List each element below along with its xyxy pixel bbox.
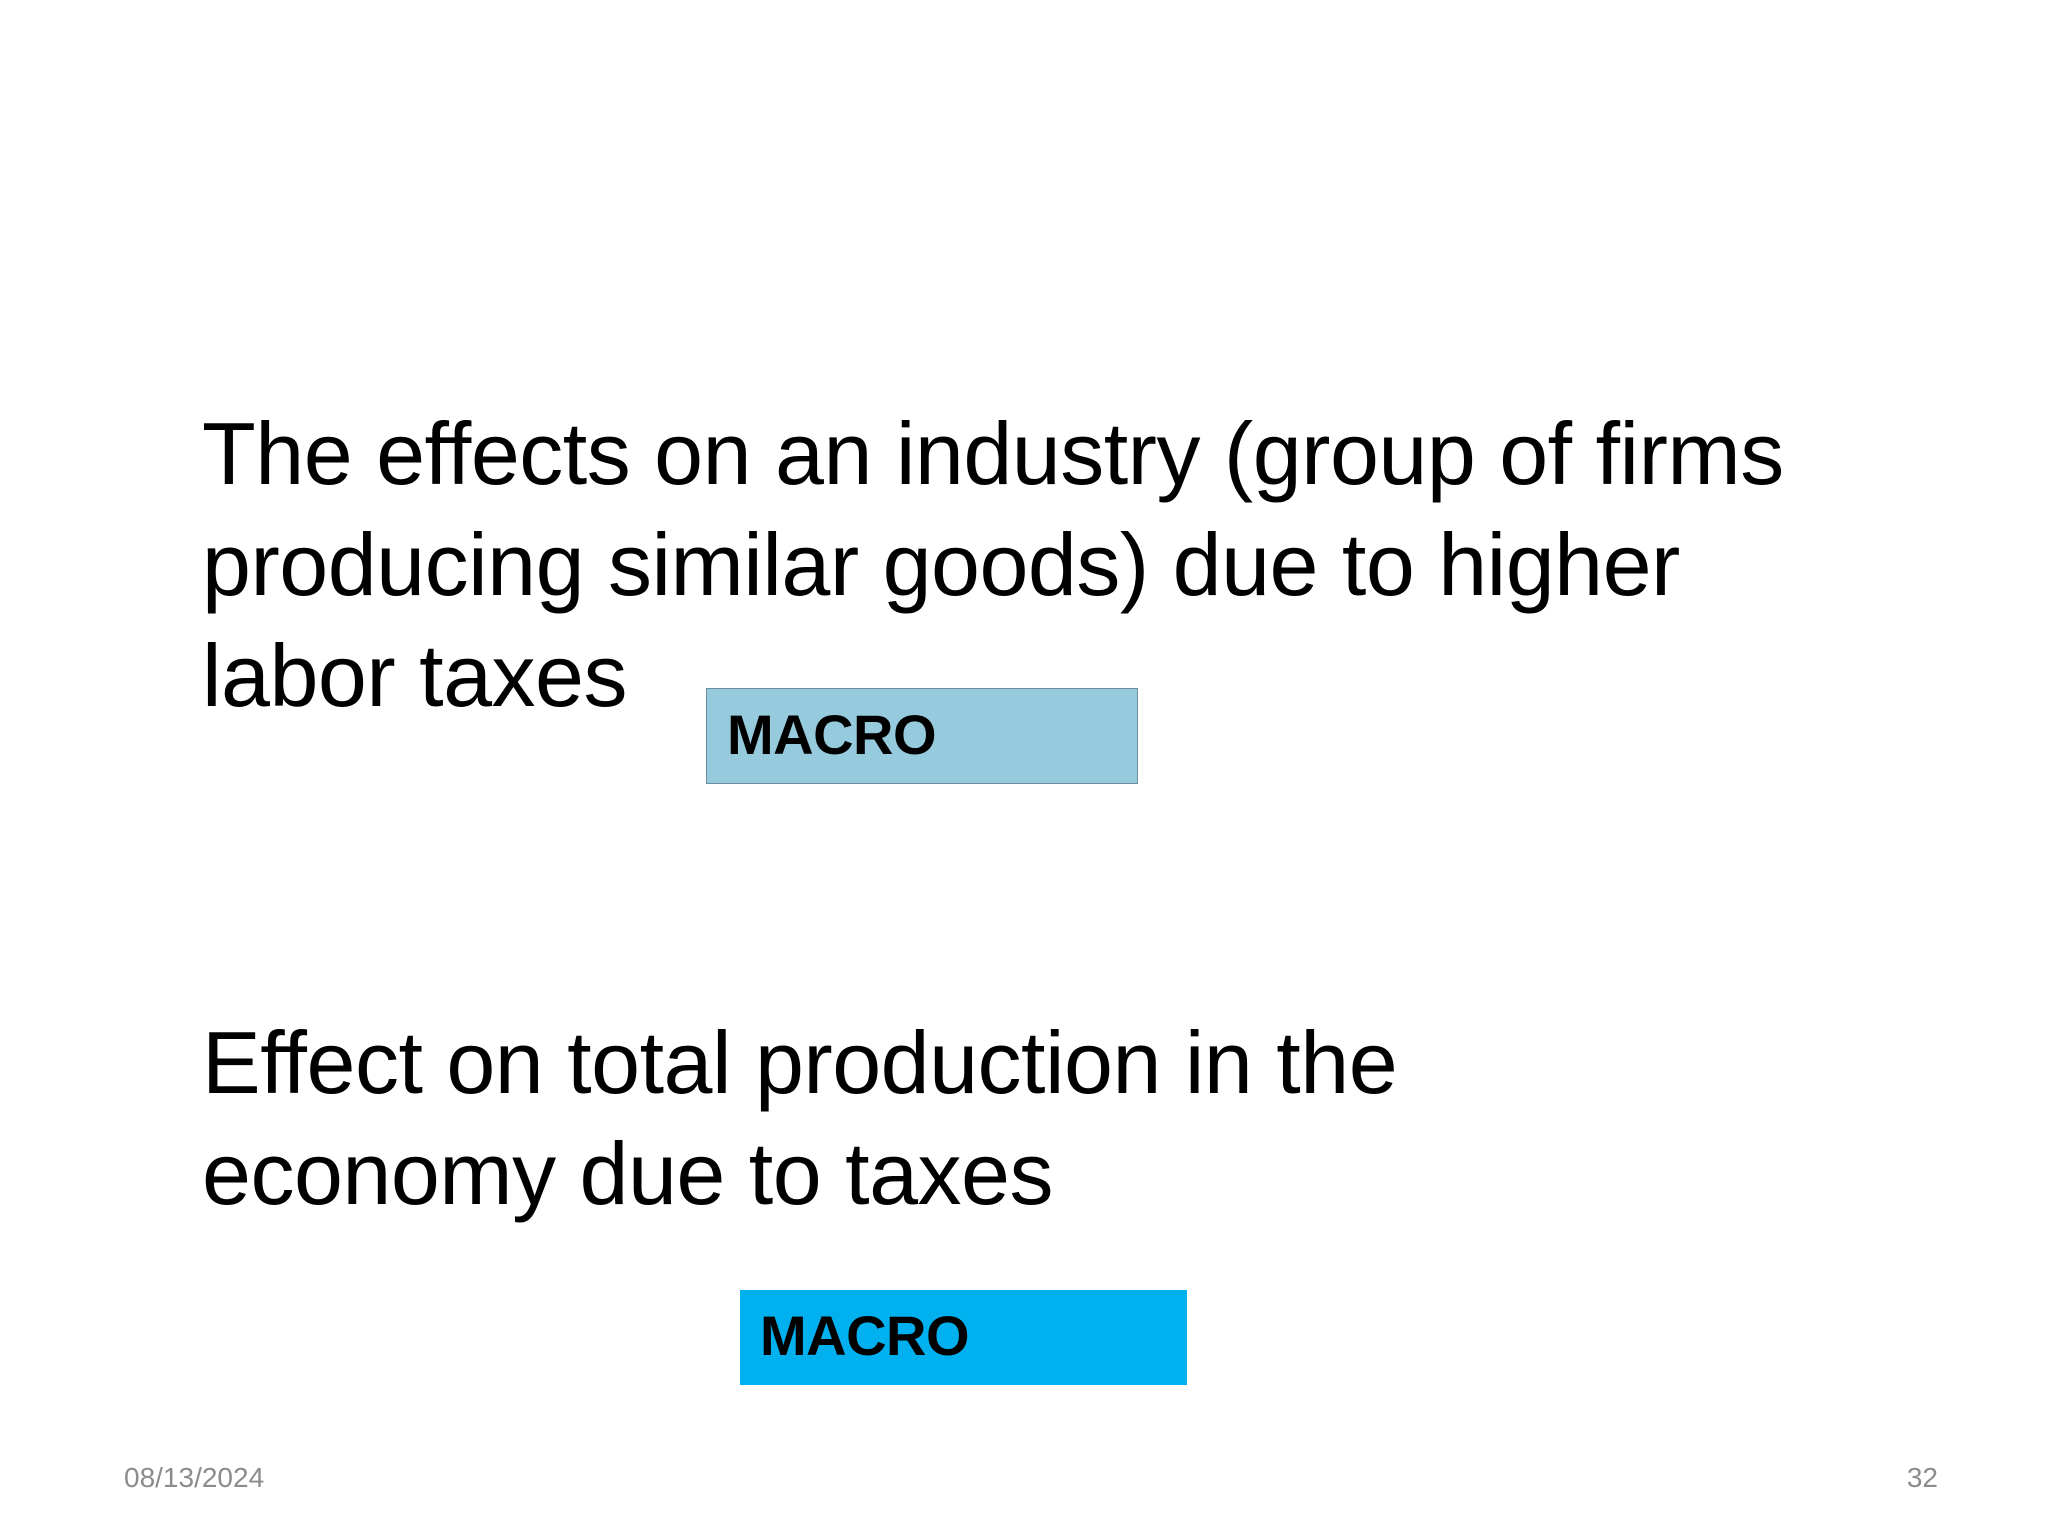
statement-industry-effects: The effects on an industry (group of fir… xyxy=(202,398,1784,731)
statement-total-production: Effect on total production in the econom… xyxy=(202,1007,1398,1229)
statement-line: Effect on total production in the xyxy=(202,1013,1398,1112)
footer-date: 08/13/2024 xyxy=(124,1462,265,1493)
statement-line: labor taxes xyxy=(202,626,627,725)
macro-tag-label: MACRO xyxy=(760,1304,970,1367)
footer-page-number: 32 xyxy=(1906,1462,1938,1493)
statement-line: producing similar goods) due to higher xyxy=(202,515,1680,614)
macro-tag-box-2: MACRO xyxy=(740,1290,1187,1385)
macro-tag-box-1: MACRO xyxy=(706,688,1138,784)
statement-line: economy due to taxes xyxy=(202,1124,1053,1223)
macro-tag-label: MACRO xyxy=(727,703,937,766)
statement-line: The effects on an industry (group of fir… xyxy=(202,404,1784,503)
